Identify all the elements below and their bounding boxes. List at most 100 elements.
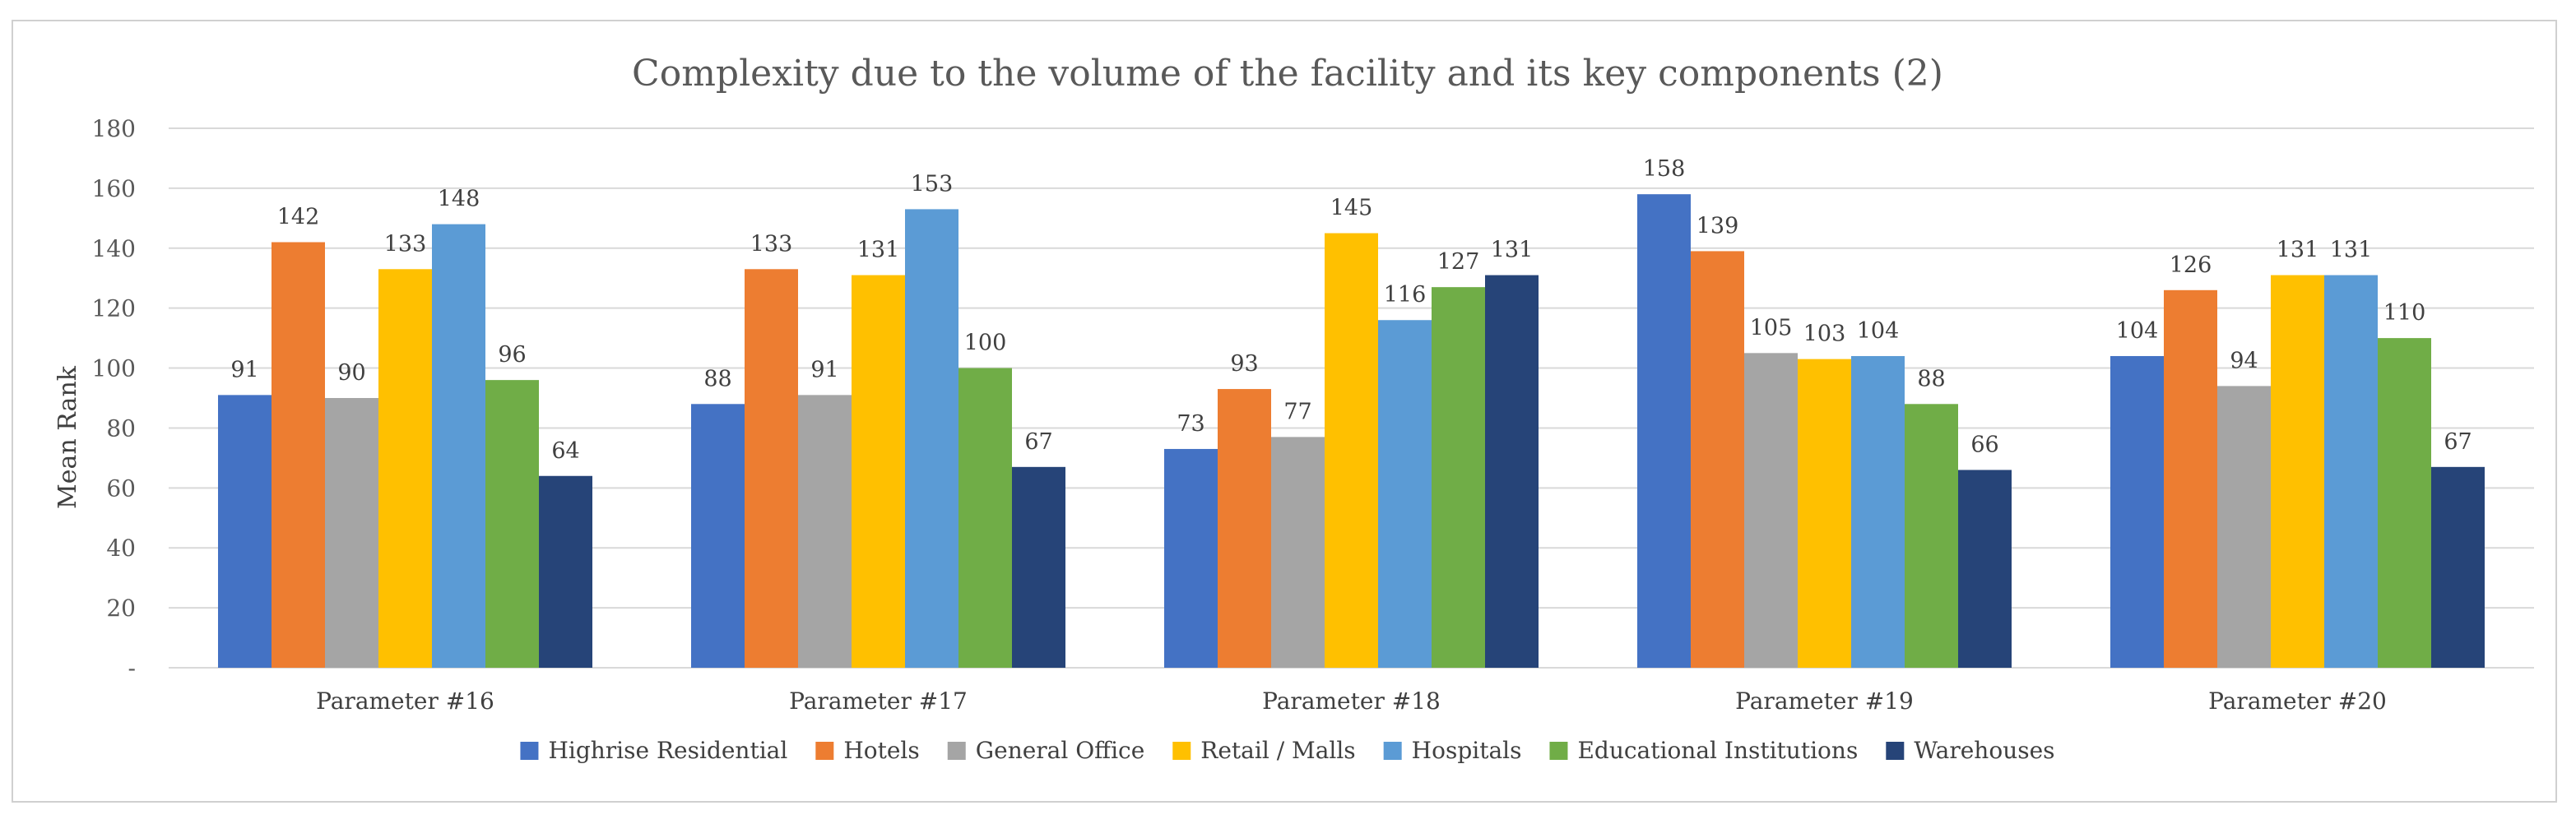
x-axis-categories: Parameter #16 Parameter #17 Parameter #18 P… xyxy=(316,687,2387,715)
y-tick-label: 120 xyxy=(92,295,136,322)
bar xyxy=(1691,251,1744,668)
x-tick-label: Parameter #18 xyxy=(1262,687,1441,715)
legend-swatch xyxy=(1886,742,1905,760)
bar xyxy=(2110,355,2164,668)
bar xyxy=(1378,320,1432,668)
legend-swatch xyxy=(1549,742,1568,760)
data-label: 127 xyxy=(1437,249,1480,275)
legend-item: Retail / Malls xyxy=(1172,737,1356,764)
y-tick-label: 100 xyxy=(92,355,136,382)
data-label: 103 xyxy=(1803,322,1846,347)
data-label: 110 xyxy=(2383,300,2426,326)
legend-item: Hotels xyxy=(815,737,920,764)
legend-swatch xyxy=(520,742,539,760)
data-label: 73 xyxy=(1177,411,1204,437)
bar xyxy=(1485,275,1539,668)
legend-item: General Office xyxy=(947,737,1145,764)
data-label: 100 xyxy=(964,331,1007,356)
bar xyxy=(691,404,745,668)
data-label: 67 xyxy=(1024,429,1052,455)
data-label: 131 xyxy=(1491,238,1534,263)
bar xyxy=(905,209,958,668)
data-label: 88 xyxy=(1917,366,1945,391)
bar xyxy=(1271,437,1325,668)
bar xyxy=(325,398,378,668)
data-label: 104 xyxy=(2116,318,2159,344)
y-axis-label: Mean Rank xyxy=(53,365,82,509)
data-label: 131 xyxy=(2330,238,2373,263)
legend: Highrise Residential Hotels General Office… xyxy=(520,737,2055,764)
data-label: 116 xyxy=(1384,282,1427,308)
bar xyxy=(2271,275,2324,668)
y-tick-label: 20 xyxy=(106,595,136,622)
data-label: 93 xyxy=(1230,351,1258,377)
bar xyxy=(378,269,432,668)
data-label: 126 xyxy=(2170,252,2212,278)
data-label: 64 xyxy=(551,438,579,464)
data-label: 139 xyxy=(1696,213,1739,238)
legend-label: Warehouses xyxy=(1914,737,2054,764)
bar xyxy=(218,395,272,668)
data-label: 133 xyxy=(750,231,793,257)
legend-item: Warehouses xyxy=(1886,737,2055,764)
data-label: 88 xyxy=(703,366,731,391)
bar xyxy=(2378,338,2431,668)
data-label: 94 xyxy=(2230,348,2258,373)
data-label: 105 xyxy=(1750,315,1793,340)
legend-label: General Office xyxy=(976,737,1145,764)
data-label: 131 xyxy=(2277,238,2319,263)
legend-item: Highrise Residential xyxy=(520,737,787,764)
bar xyxy=(1798,359,1851,668)
data-label: 77 xyxy=(1283,399,1311,424)
y-axis-ticks: - 20 40 60 80 100 120 140 160 180 xyxy=(92,115,136,682)
x-tick-label: Parameter #20 xyxy=(2208,687,2387,715)
legend-label: Highrise Residential xyxy=(548,737,787,764)
bar xyxy=(539,475,592,668)
bar xyxy=(2164,289,2217,668)
y-tick-label: - xyxy=(128,655,136,682)
chart-title: Complexity due to the volume of the faci… xyxy=(632,53,1943,95)
bar xyxy=(1637,194,1691,668)
data-label: 133 xyxy=(384,231,427,257)
bar xyxy=(1164,448,1218,668)
legend-label: Hospitals xyxy=(1412,737,1522,764)
bar xyxy=(432,224,485,669)
bars xyxy=(218,194,2485,669)
legend-item: Hospitals xyxy=(1383,737,1522,764)
y-tick-label: 40 xyxy=(106,535,136,562)
y-tick-label: 160 xyxy=(92,175,136,202)
data-label: 90 xyxy=(337,360,365,386)
x-tick-label: Parameter #17 xyxy=(789,687,968,715)
legend-swatch xyxy=(1383,742,1402,760)
legend-swatch xyxy=(947,742,966,760)
y-tick-label: 140 xyxy=(92,235,136,262)
y-tick-label: 60 xyxy=(106,474,136,502)
data-label: 66 xyxy=(1970,432,1998,457)
legend-label: Educational Institutions xyxy=(1577,737,1858,764)
bar xyxy=(958,368,1012,668)
data-label: 158 xyxy=(1643,156,1686,182)
data-label: 131 xyxy=(857,238,900,263)
legend-item: Educational Institutions xyxy=(1549,737,1858,764)
legend-swatch xyxy=(815,742,834,760)
data-label: 142 xyxy=(277,204,320,229)
bar xyxy=(1012,466,1065,668)
data-label: 145 xyxy=(1330,196,1373,221)
bar xyxy=(2324,275,2378,668)
bar xyxy=(1432,287,1485,668)
data-label: 153 xyxy=(911,171,954,197)
data-label: 67 xyxy=(2444,429,2472,455)
bar xyxy=(1325,233,1378,668)
bar xyxy=(798,395,852,668)
data-label: 91 xyxy=(230,357,258,382)
data-label: 91 xyxy=(810,357,838,382)
y-tick-label: 180 xyxy=(92,115,136,142)
bar xyxy=(1905,404,1958,668)
x-tick-label: Parameter #19 xyxy=(1735,687,1914,715)
bar xyxy=(1958,470,2012,668)
legend-label: Retail / Malls xyxy=(1200,737,1355,764)
legend-swatch xyxy=(1172,742,1191,760)
x-tick-label: Parameter #16 xyxy=(316,687,494,715)
bar xyxy=(2431,466,2485,668)
